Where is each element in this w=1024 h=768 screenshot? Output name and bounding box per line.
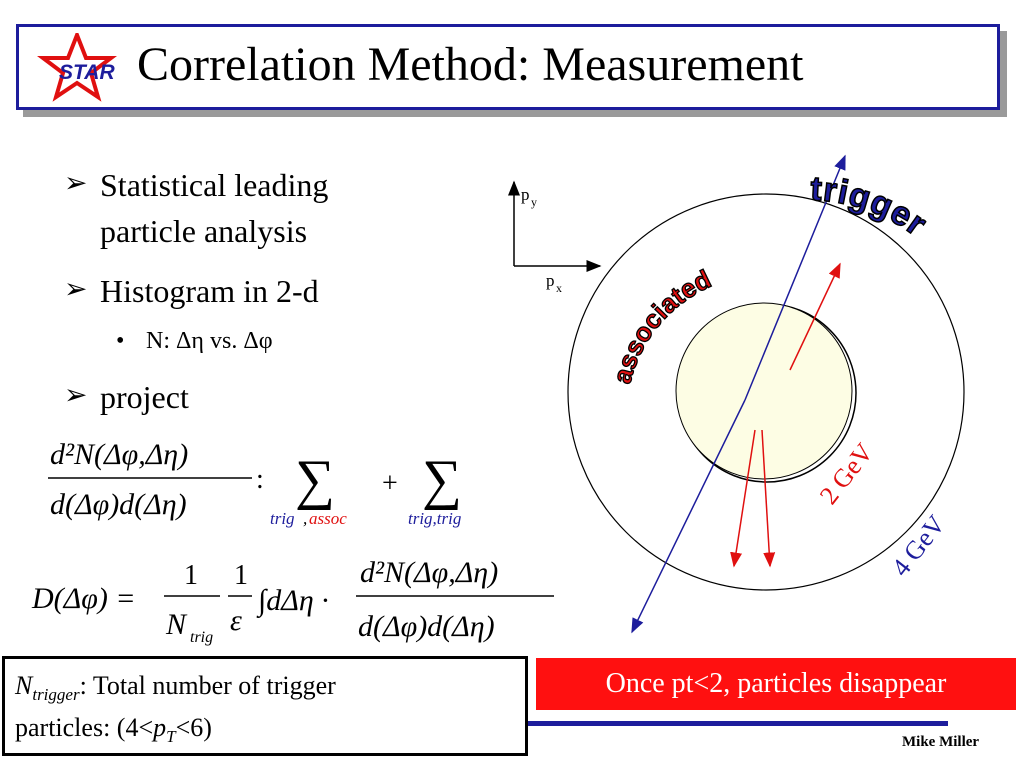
eq1-numerator: d²N(Δφ,Δη) — [50, 438, 188, 471]
gev4-label: 4 GeV — [886, 510, 951, 582]
py-label-sub: y — [531, 195, 537, 209]
ntrigger-n-sub: trigger — [32, 685, 80, 705]
star-logo: STAR — [37, 33, 117, 102]
eq2-frac2-num: 1 — [234, 560, 248, 591]
eq2-frac1-den-sub: trig — [190, 629, 213, 646]
title-box: STAR Correlation Method: Measurement — [16, 24, 1000, 110]
eq1-sum2-sub: trig,trig — [408, 509, 461, 528]
trigger-track-up — [744, 154, 846, 401]
momentum-diagram: p y p x trigger associated 2 GeV 4 GeV — [508, 154, 965, 634]
ntrigger-definition-box: Ntrigger: Total number of trigger partic… — [2, 656, 528, 756]
disappear-banner: Once pt<2, particles disappear — [536, 658, 1016, 710]
eq1-denominator: d(Δφ)d(Δη) — [50, 488, 187, 521]
ntrigger-text-3: <6) — [175, 713, 212, 743]
eq2-lhs: D(Δφ) = — [31, 582, 136, 615]
sum-1-icon: ∑ — [295, 449, 335, 511]
equation-1: d²N(Δφ,Δη) d(Δφ)d(Δη) : ∑ trig , assoc +… — [48, 438, 462, 528]
ntrigger-line-1: Ntrigger: Total number of trigger — [15, 669, 515, 711]
ntrigger-pt-sub: T — [166, 727, 176, 747]
eq1-sum1-sub-trig: trig — [270, 509, 295, 528]
bullet-2: Histogram in 2-d — [100, 273, 319, 309]
bullet-arrow-icon: ➢ — [64, 380, 88, 411]
eq2-integral: ∫dΔη · — [256, 584, 329, 619]
ntrigger-text-2: particles: (4< — [15, 713, 154, 743]
trigger-label: trigger — [810, 170, 934, 244]
author: Mike Miller — [902, 734, 980, 750]
px-label-sub: x — [556, 281, 562, 295]
trigger-track-down — [631, 399, 746, 634]
eq2-frac3-den: d(Δφ)d(Δη) — [358, 610, 495, 643]
sub-bullet-dot-icon: • — [116, 328, 125, 354]
assoc-track-down-2 — [761, 429, 776, 568]
bullet-arrow-icon: ➢ — [64, 168, 88, 199]
sub-bullet: N: Δη vs. Δφ — [146, 328, 273, 354]
ntrigger-line-2: particles: (4<pT<6) — [15, 711, 515, 753]
footer-divider — [528, 721, 948, 726]
px-label: p — [546, 271, 555, 290]
eq1-sum1-sub-assoc: assoc — [309, 509, 347, 528]
bullet-1-line-1: Statistical leading — [100, 167, 329, 203]
eq1-plus: + — [382, 468, 398, 499]
assoc-track-down-1 — [730, 429, 756, 568]
page-title: Correlation Method: Measurement — [137, 38, 804, 91]
logo-text: STAR — [59, 61, 115, 84]
eq2-frac1-num: 1 — [184, 560, 198, 591]
sum-2-icon: ∑ — [422, 449, 462, 511]
equation-2: D(Δφ) = 1 N trig 1 ε ∫dΔη · d²N(Δφ,Δη) d… — [31, 556, 554, 646]
eq2-frac2-den: ε — [230, 604, 242, 637]
star-shape — [37, 33, 117, 102]
eq1-colon: : — [256, 464, 264, 495]
bullet-1-line-2: particle analysis — [100, 213, 308, 249]
ntrigger-pt: p — [153, 713, 167, 743]
bullet-arrow-icon: ➢ — [64, 274, 88, 305]
eq2-frac1-den: N — [165, 608, 188, 641]
assoc-track-up — [789, 262, 841, 371]
core-circle — [675, 302, 853, 480]
outer-circle — [567, 193, 965, 591]
ntrigger-n: N — [15, 671, 33, 700]
py-label: p — [521, 185, 530, 204]
bullet-3: project — [100, 379, 189, 415]
eq2-frac3-num: d²N(Δφ,Δη) — [360, 556, 498, 589]
eq1-sum1-sub-comma: , — [303, 509, 307, 528]
ntrigger-text-1: : Total number of trigger — [79, 671, 336, 700]
